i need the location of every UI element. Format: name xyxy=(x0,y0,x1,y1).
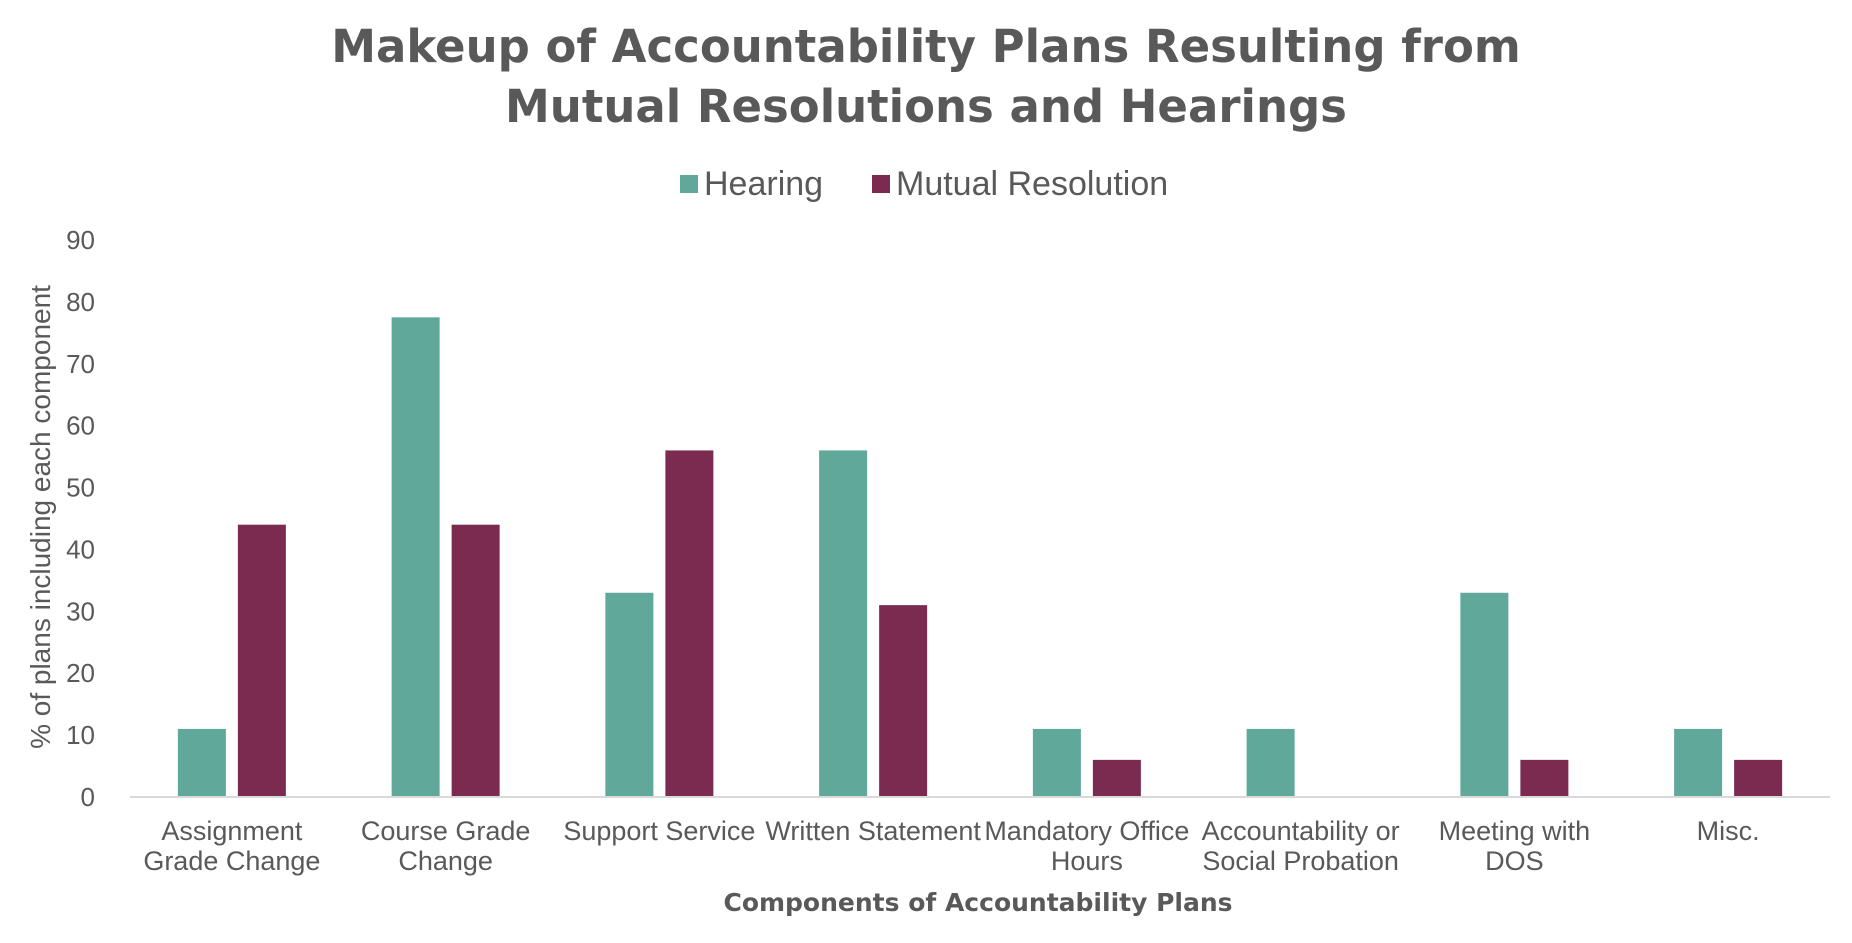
x-category-label: Misc. xyxy=(1697,816,1760,846)
bar-hearing xyxy=(1460,592,1509,797)
y-tick-label: 50 xyxy=(66,473,95,503)
bar-hearing xyxy=(1246,728,1295,797)
legend-swatch-mutual-resolution xyxy=(872,175,890,193)
bars xyxy=(177,317,1783,797)
x-category-label-line: Accountability or xyxy=(1202,816,1400,846)
x-category-label: Written Statement xyxy=(765,816,981,846)
y-tick-label: 60 xyxy=(66,411,95,441)
x-category-label-line: Grade Change xyxy=(143,846,320,876)
bar-mutual-resolution xyxy=(1734,759,1783,797)
x-category-label-line: Social Probation xyxy=(1202,846,1399,876)
x-category-label-line: Support Service xyxy=(563,816,755,846)
x-category-label: Meeting with DOS xyxy=(1439,816,1591,876)
bar-hearing xyxy=(1032,728,1081,797)
chart-title-line-2: Mutual Resolutions and Hearings xyxy=(505,80,1347,133)
x-category-label: Accountability or Social Probation xyxy=(1202,816,1400,876)
bar-hearing xyxy=(177,728,226,797)
x-category-label-line: Mandatory Office xyxy=(984,816,1189,846)
y-tick-label: 40 xyxy=(66,534,95,564)
y-tick-label: 30 xyxy=(66,596,95,626)
x-category-label-line: Misc. xyxy=(1697,816,1760,846)
bar-mutual-resolution xyxy=(879,605,928,797)
bar-mutual-resolution xyxy=(451,524,500,797)
y-tick-label: 10 xyxy=(66,720,95,750)
y-tick-label: 70 xyxy=(66,349,95,379)
x-category-label-line: Assignment xyxy=(161,816,303,846)
legend: Hearing Mutual Resolution xyxy=(680,165,1168,203)
legend-item-hearing: Hearing xyxy=(680,165,823,203)
y-axis-title: % of plans including each component xyxy=(25,285,56,749)
x-category-label: Course Grade Change xyxy=(361,816,531,876)
chart-title-line-1: Makeup of Accountability Plans Resulting… xyxy=(331,20,1521,73)
x-category-label-line: DOS xyxy=(1485,846,1544,876)
bar-mutual-resolution xyxy=(1092,759,1141,797)
x-axis-labels: Assignment Grade Change Course Grade Change… xyxy=(143,816,1759,876)
bar-mutual-resolution xyxy=(237,524,286,797)
legend-item-mutual-resolution: Mutual Resolution xyxy=(872,165,1168,203)
x-category-label-line: Hours xyxy=(1051,846,1123,876)
x-category-label: Support Service xyxy=(563,816,755,846)
bar-hearing xyxy=(391,317,440,797)
bar-hearing xyxy=(819,450,868,797)
x-category-label-line: Meeting with xyxy=(1439,816,1591,846)
chart-title: Makeup of Accountability Plans Resulting… xyxy=(331,20,1521,133)
x-category-label-line: Course Grade xyxy=(361,816,531,846)
bar-hearing xyxy=(1674,728,1723,797)
y-tick-label: 80 xyxy=(66,287,95,317)
x-axis-title: Components of Accountability Plans xyxy=(723,888,1232,917)
legend-label-mutual-resolution: Mutual Resolution xyxy=(896,165,1168,203)
x-category-label: Mandatory Office Hours xyxy=(984,816,1189,876)
y-axis-ticks: 0 10 20 30 40 50 60 70 80 90 xyxy=(66,225,95,812)
bar-mutual-resolution xyxy=(1520,759,1569,797)
y-tick-label: 20 xyxy=(66,658,95,688)
bar-hearing xyxy=(605,592,654,797)
x-category-label-line: Written Statement xyxy=(765,816,981,846)
bar-mutual-resolution xyxy=(665,450,714,797)
x-category-label-line: Change xyxy=(398,846,493,876)
y-tick-label: 0 xyxy=(81,782,95,812)
x-category-label: Assignment Grade Change xyxy=(143,816,320,876)
legend-swatch-hearing xyxy=(680,175,698,193)
y-tick-label: 90 xyxy=(66,225,95,255)
legend-label-hearing: Hearing xyxy=(704,165,823,203)
